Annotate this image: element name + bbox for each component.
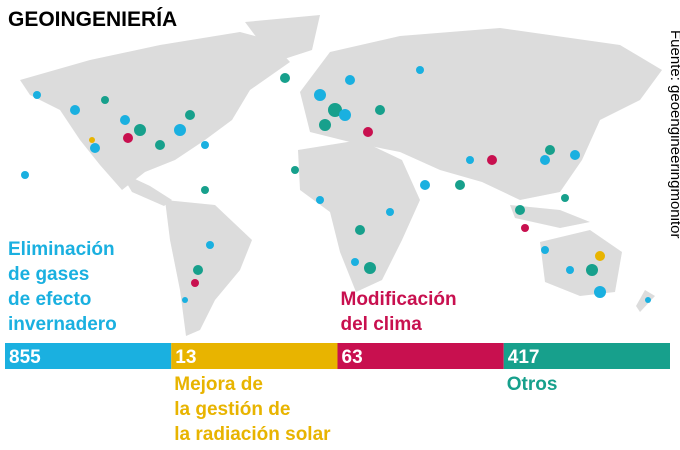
dot <box>328 103 342 117</box>
dot <box>645 297 651 303</box>
category-segment <box>5 343 172 369</box>
dot <box>466 156 474 164</box>
dot <box>570 150 580 160</box>
category-label: la radiación solar <box>174 424 331 445</box>
dot <box>201 186 209 194</box>
dot <box>416 66 424 74</box>
dot <box>134 124 146 136</box>
dot <box>206 241 214 249</box>
dot <box>33 91 41 99</box>
category-count: 855 <box>9 347 41 368</box>
australia <box>540 230 622 296</box>
dot <box>155 140 165 150</box>
dot <box>193 265 203 275</box>
dot <box>120 115 130 125</box>
africa <box>298 140 420 292</box>
dot <box>90 143 100 153</box>
dot <box>487 155 497 165</box>
dot <box>351 258 359 266</box>
dot <box>70 105 80 115</box>
dot <box>545 145 555 155</box>
south-america <box>165 200 252 336</box>
dot <box>594 286 606 298</box>
dot <box>191 279 199 287</box>
category-segment <box>337 343 504 369</box>
category-label: Mejora de <box>174 374 263 395</box>
dot <box>595 251 605 261</box>
dot <box>566 266 574 274</box>
category-label: de gases <box>8 264 89 285</box>
dot <box>364 262 376 274</box>
category-label: Modificación <box>341 289 457 310</box>
category-count: 13 <box>175 347 196 368</box>
title: GEOINGENIERÍA <box>8 8 177 31</box>
category-label: la gestión de <box>174 399 290 420</box>
source: Fuente: geoengineeringmonitor <box>667 30 680 238</box>
project-dots <box>21 66 651 303</box>
dot <box>316 196 324 204</box>
greenland <box>245 15 320 62</box>
category-label: invernadero <box>8 314 117 335</box>
dot <box>280 73 290 83</box>
dot <box>123 133 133 143</box>
central-america <box>120 172 172 206</box>
dot <box>174 124 186 136</box>
category-label: de efecto <box>8 289 91 310</box>
category-label: del clima <box>341 314 423 335</box>
dot <box>355 225 365 235</box>
dot <box>21 171 29 179</box>
dot <box>89 137 95 143</box>
world-map <box>20 15 662 336</box>
dot <box>420 180 430 190</box>
dot <box>540 155 550 165</box>
dot <box>515 205 525 215</box>
dot <box>314 89 326 101</box>
category-segment <box>503 343 670 369</box>
category-label: Otros <box>507 374 558 395</box>
dot <box>586 264 598 276</box>
north-america <box>20 32 290 190</box>
dot <box>201 141 209 149</box>
dot <box>101 96 109 104</box>
dot <box>521 224 529 232</box>
dot <box>363 127 373 137</box>
dot <box>291 166 299 174</box>
dot <box>319 119 331 131</box>
category-count: 63 <box>342 347 363 368</box>
category-count: 417 <box>508 347 540 368</box>
dot <box>386 208 394 216</box>
dot <box>345 75 355 85</box>
dot <box>375 105 385 115</box>
category-bar: 855 Eliminación de gases de efecto invernade… <box>5 239 670 445</box>
dot <box>455 180 465 190</box>
dot <box>561 194 569 202</box>
indonesia <box>510 205 590 228</box>
category-label: Eliminación <box>8 239 115 260</box>
dot <box>182 297 188 303</box>
dot <box>339 109 351 121</box>
category-segment <box>171 343 338 369</box>
dot <box>541 246 549 254</box>
dot <box>185 110 195 120</box>
